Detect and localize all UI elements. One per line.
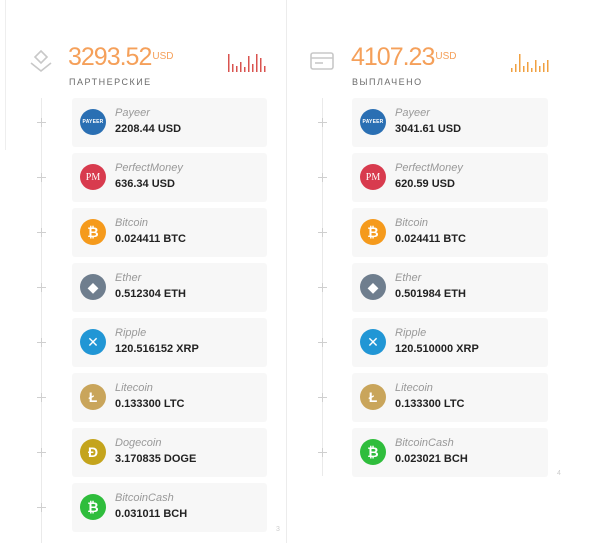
payment-item-ether[interactable]: ◆ Ether 0.512304 ETH xyxy=(72,263,267,312)
payment-item-perfectmoney[interactable]: PM PerfectMoney 620.59 USD xyxy=(352,153,548,202)
litecoin-icon: Ł xyxy=(360,384,386,410)
payment-item-bitcoincash[interactable]: ₿ BitcoinCash 0.023021 BCH xyxy=(352,428,548,477)
payment-system-name: Ripple xyxy=(395,327,427,339)
partner-mini-chart xyxy=(228,54,266,72)
expand-plus-icon[interactable] xyxy=(318,448,327,457)
expand-plus-icon[interactable] xyxy=(318,338,327,347)
hand-coin-icon xyxy=(30,49,52,73)
partner-timeline-line xyxy=(41,98,42,543)
litecoin-icon: Ł xyxy=(80,384,106,410)
expand-plus-icon[interactable] xyxy=(37,503,46,512)
payment-system-name: Bitcoin xyxy=(395,217,429,229)
payment-item-bitcoin[interactable]: ₿ Bitcoin 0.024411 BTC xyxy=(352,208,548,257)
payment-amount: 120.510000 XRP xyxy=(395,343,479,355)
payment-system-name: Dogecoin xyxy=(115,437,162,449)
expand-plus-icon[interactable] xyxy=(37,448,46,457)
payment-item-ripple[interactable]: ✕ Ripple 120.510000 XRP xyxy=(352,318,548,367)
expand-plus-icon[interactable] xyxy=(318,173,327,182)
payment-system-name: PerfectMoney xyxy=(115,162,183,174)
partner-label: ПАРТНЕРСКИЕ xyxy=(69,77,152,87)
ether-icon: ◆ xyxy=(80,274,106,300)
paid-out-column: 4107.23USD ВЫПЛАЧЕНО PAYEER Payeer 3041.61… xyxy=(287,0,593,543)
paid-amount: 4107.23USD xyxy=(351,43,457,71)
payment-system-name: Payeer xyxy=(395,107,430,119)
payment-amount: 0.024411 BTC xyxy=(395,233,466,245)
payment-amount: 620.59 USD xyxy=(395,178,455,190)
paid-label: ВЫПЛАЧЕНО xyxy=(352,77,423,87)
partner-earnings-column: 3293.52USD ПАРТНЕРСКИЕ PAYEER Payeer 2208.… xyxy=(0,0,286,543)
payment-system-name: Ether xyxy=(395,272,422,284)
expand-plus-icon[interactable] xyxy=(37,228,46,237)
payment-item-ripple[interactable]: ✕ Ripple 120.516152 XRP xyxy=(72,318,267,367)
payment-amount: 0.133300 LTC xyxy=(115,398,185,410)
expand-plus-icon[interactable] xyxy=(37,118,46,127)
dogecoin-icon: Ð xyxy=(80,439,106,465)
expand-plus-icon[interactable] xyxy=(318,283,327,292)
payment-amount: 0.133300 LTC xyxy=(395,398,465,410)
payeer-icon: PAYEER xyxy=(360,109,386,135)
bitcoin-icon: ₿ xyxy=(360,219,386,245)
payment-amount: 0.031011 BCH xyxy=(115,508,188,520)
payment-system-name: BitcoinCash xyxy=(395,437,454,449)
payment-system-name: Ripple xyxy=(115,327,147,339)
page-number: 3 xyxy=(276,526,280,533)
ripple-icon: ✕ xyxy=(360,329,386,355)
payment-item-litecoin[interactable]: Ł Litecoin 0.133300 LTC xyxy=(352,373,548,422)
expand-plus-icon[interactable] xyxy=(318,393,327,402)
bitcoincash-icon: ₿ xyxy=(80,494,106,520)
expand-plus-icon[interactable] xyxy=(318,118,327,127)
payment-item-perfectmoney[interactable]: PM PerfectMoney 636.34 USD xyxy=(72,153,267,202)
payment-item-litecoin[interactable]: Ł Litecoin 0.133300 LTC xyxy=(72,373,267,422)
page-edge-line xyxy=(5,0,6,150)
payment-amount: 0.501984 ETH xyxy=(395,288,466,300)
ripple-icon: ✕ xyxy=(80,329,106,355)
paid-summary: 4107.23USD ВЫПЛАЧЕНО xyxy=(309,40,579,90)
payment-system-name: Litecoin xyxy=(115,382,153,394)
payment-system-name: Bitcoin xyxy=(115,217,149,229)
partner-amount: 3293.52USD xyxy=(68,43,174,71)
payment-item-bitcoin[interactable]: ₿ Bitcoin 0.024411 BTC xyxy=(72,208,267,257)
expand-plus-icon[interactable] xyxy=(318,228,327,237)
wallet-card-icon xyxy=(310,52,334,70)
payment-amount: 120.516152 XRP xyxy=(115,343,199,355)
page-number: 4 xyxy=(557,470,561,477)
expand-plus-icon[interactable] xyxy=(37,393,46,402)
payment-amount: 0.024411 BTC xyxy=(115,233,186,245)
payment-amount: 0.512304 ETH xyxy=(115,288,186,300)
payment-system-name: PerfectMoney xyxy=(395,162,463,174)
payment-item-payeer[interactable]: PAYEER Payeer 3041.61 USD xyxy=(352,98,548,147)
payment-amount: 3.170835 DOGE xyxy=(115,453,197,465)
payment-item-bitcoincash[interactable]: ₿ BitcoinCash 0.031011 BCH xyxy=(72,483,267,532)
payment-item-payeer[interactable]: PAYEER Payeer 2208.44 USD xyxy=(72,98,267,147)
payment-amount: 0.023021 BCH xyxy=(395,453,468,465)
payment-system-name: Payeer xyxy=(115,107,150,119)
payment-system-name: Ether xyxy=(115,272,142,284)
payment-amount: 2208.44 USD xyxy=(115,123,182,135)
bitcoincash-icon: ₿ xyxy=(360,439,386,465)
payment-item-ether[interactable]: ◆ Ether 0.501984 ETH xyxy=(352,263,548,312)
payment-amount: 3041.61 USD xyxy=(395,123,462,135)
paid-mini-chart xyxy=(511,54,549,72)
partner-summary: 3293.52USD ПАРТНЕРСКИЕ xyxy=(28,40,278,90)
column-divider xyxy=(286,0,287,543)
ether-icon: ◆ xyxy=(360,274,386,300)
perfectmoney-icon: PM xyxy=(360,164,386,190)
payment-system-name: BitcoinCash xyxy=(115,492,174,504)
expand-plus-icon[interactable] xyxy=(37,283,46,292)
partner-currency: USD xyxy=(152,51,174,62)
payment-system-name: Litecoin xyxy=(395,382,433,394)
paid-currency: USD xyxy=(435,51,457,62)
expand-plus-icon[interactable] xyxy=(37,338,46,347)
payment-item-dogecoin[interactable]: Ð Dogecoin 3.170835 DOGE xyxy=(72,428,267,477)
expand-plus-icon[interactable] xyxy=(37,173,46,182)
perfectmoney-icon: PM xyxy=(80,164,106,190)
bitcoin-icon: ₿ xyxy=(80,219,106,245)
payeer-icon: PAYEER xyxy=(80,109,106,135)
payment-amount: 636.34 USD xyxy=(115,178,175,190)
